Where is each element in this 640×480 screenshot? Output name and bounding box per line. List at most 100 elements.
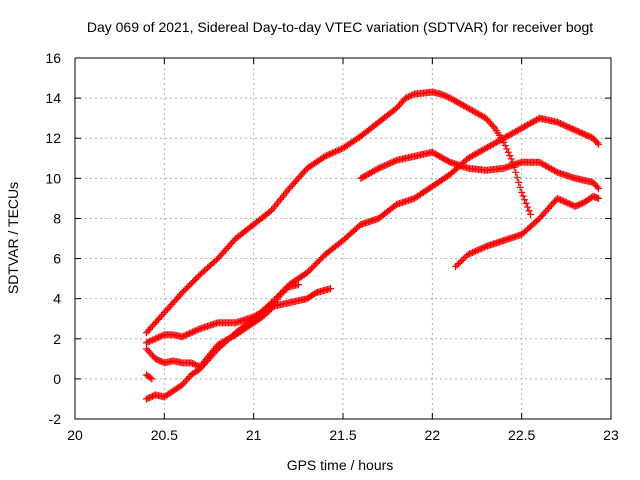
data-point-marker — [501, 142, 509, 150]
data-point-marker — [367, 168, 375, 176]
data-point-marker — [483, 143, 491, 151]
data-point-marker — [451, 97, 459, 105]
data-point-marker — [393, 104, 401, 112]
data-point-marker — [463, 103, 471, 111]
data-point-marker — [171, 297, 179, 305]
data-point-marker — [159, 310, 167, 318]
data-point-marker — [148, 392, 156, 400]
data-point-marker — [332, 148, 340, 156]
data-point-marker — [543, 206, 551, 214]
data-point-marker — [220, 248, 228, 256]
data-point-marker — [288, 181, 296, 189]
data-point-marker — [485, 118, 493, 126]
y-tick-label: 6 — [53, 251, 61, 267]
data-point-marker — [190, 327, 198, 335]
data-point-marker — [477, 147, 485, 155]
data-point-marker — [226, 334, 234, 342]
data-point-marker — [489, 140, 497, 148]
x-tick-label: 20 — [67, 427, 83, 443]
y-tick-label: -2 — [49, 411, 62, 427]
data-point-marker — [474, 246, 482, 254]
data-point-marker — [480, 243, 488, 251]
data-point-marker — [184, 374, 192, 382]
data-point-marker — [375, 164, 383, 172]
data-point-marker — [358, 173, 366, 181]
data-point-marker — [568, 201, 576, 209]
data-point-marker — [579, 199, 587, 207]
data-point-marker — [147, 393, 155, 401]
data-point-marker — [460, 102, 468, 110]
data-point-marker — [474, 110, 482, 118]
data-point-marker — [521, 123, 529, 131]
data-point-marker — [311, 261, 319, 269]
data-point-marker — [461, 254, 469, 262]
data-point-marker — [583, 132, 591, 140]
data-point-marker — [464, 104, 472, 112]
data-point-marker — [512, 168, 520, 176]
data-point-marker — [306, 266, 314, 274]
data-point-marker — [195, 325, 203, 333]
data-point-marker — [157, 358, 165, 366]
data-point-marker — [458, 257, 466, 265]
data-point-marker — [580, 130, 588, 138]
series-arc-7 — [142, 371, 156, 383]
data-point-marker — [186, 329, 194, 337]
data-point-marker — [330, 148, 338, 156]
data-point-marker — [148, 375, 156, 383]
data-point-marker — [183, 284, 191, 292]
data-point-marker — [184, 330, 192, 338]
data-point-marker — [495, 137, 503, 145]
data-point-marker — [466, 250, 474, 258]
data-point-marker — [564, 199, 572, 207]
x-tick-label: 21.5 — [329, 427, 356, 443]
data-point-marker — [437, 90, 445, 98]
data-point-marker — [148, 351, 156, 359]
series-arc-1 — [142, 88, 535, 337]
data-point-marker — [564, 123, 572, 131]
data-point-marker — [573, 127, 581, 135]
series-arc-3 — [142, 114, 602, 403]
data-point-marker — [361, 172, 369, 180]
data-point-marker — [571, 126, 579, 134]
data-point-marker — [175, 292, 183, 300]
data-point-marker — [458, 101, 466, 109]
y-tick-label: 8 — [53, 210, 61, 226]
data-point-marker — [503, 133, 511, 141]
data-point-marker — [266, 306, 274, 314]
data-point-marker — [437, 153, 445, 161]
data-point-marker — [452, 97, 460, 105]
data-point-marker — [360, 173, 368, 181]
data-point-marker — [224, 243, 232, 251]
data-point-marker — [576, 200, 584, 208]
y-axis-title: SDTVAR / TECUs — [5, 182, 21, 294]
data-point-marker — [467, 249, 475, 257]
data-point-marker — [215, 253, 223, 261]
data-point-marker — [156, 357, 164, 365]
data-point-marker — [519, 123, 527, 131]
data-point-marker — [159, 331, 167, 339]
data-point-marker — [530, 118, 538, 126]
data-point-marker — [189, 360, 197, 368]
data-point-marker — [327, 150, 335, 158]
data-point-marker — [469, 249, 477, 257]
data-point-marker — [218, 250, 226, 258]
data-point-marker — [407, 91, 415, 99]
data-point-marker — [363, 171, 371, 179]
data-point-marker — [144, 346, 152, 354]
data-point-marker — [528, 118, 536, 126]
data-point-marker — [390, 158, 398, 166]
data-point-marker — [543, 162, 551, 170]
data-point-marker — [469, 152, 477, 160]
data-point-marker — [461, 102, 469, 110]
data-point-marker — [534, 216, 542, 224]
data-point-marker — [217, 251, 225, 259]
data-point-marker — [165, 304, 173, 312]
data-point-marker — [382, 161, 390, 169]
data-point-marker — [522, 199, 530, 207]
data-point-marker — [573, 202, 581, 210]
data-point-marker — [145, 337, 153, 345]
data-point-marker — [476, 148, 484, 156]
data-point-marker — [489, 123, 497, 131]
data-point-marker — [406, 92, 414, 100]
